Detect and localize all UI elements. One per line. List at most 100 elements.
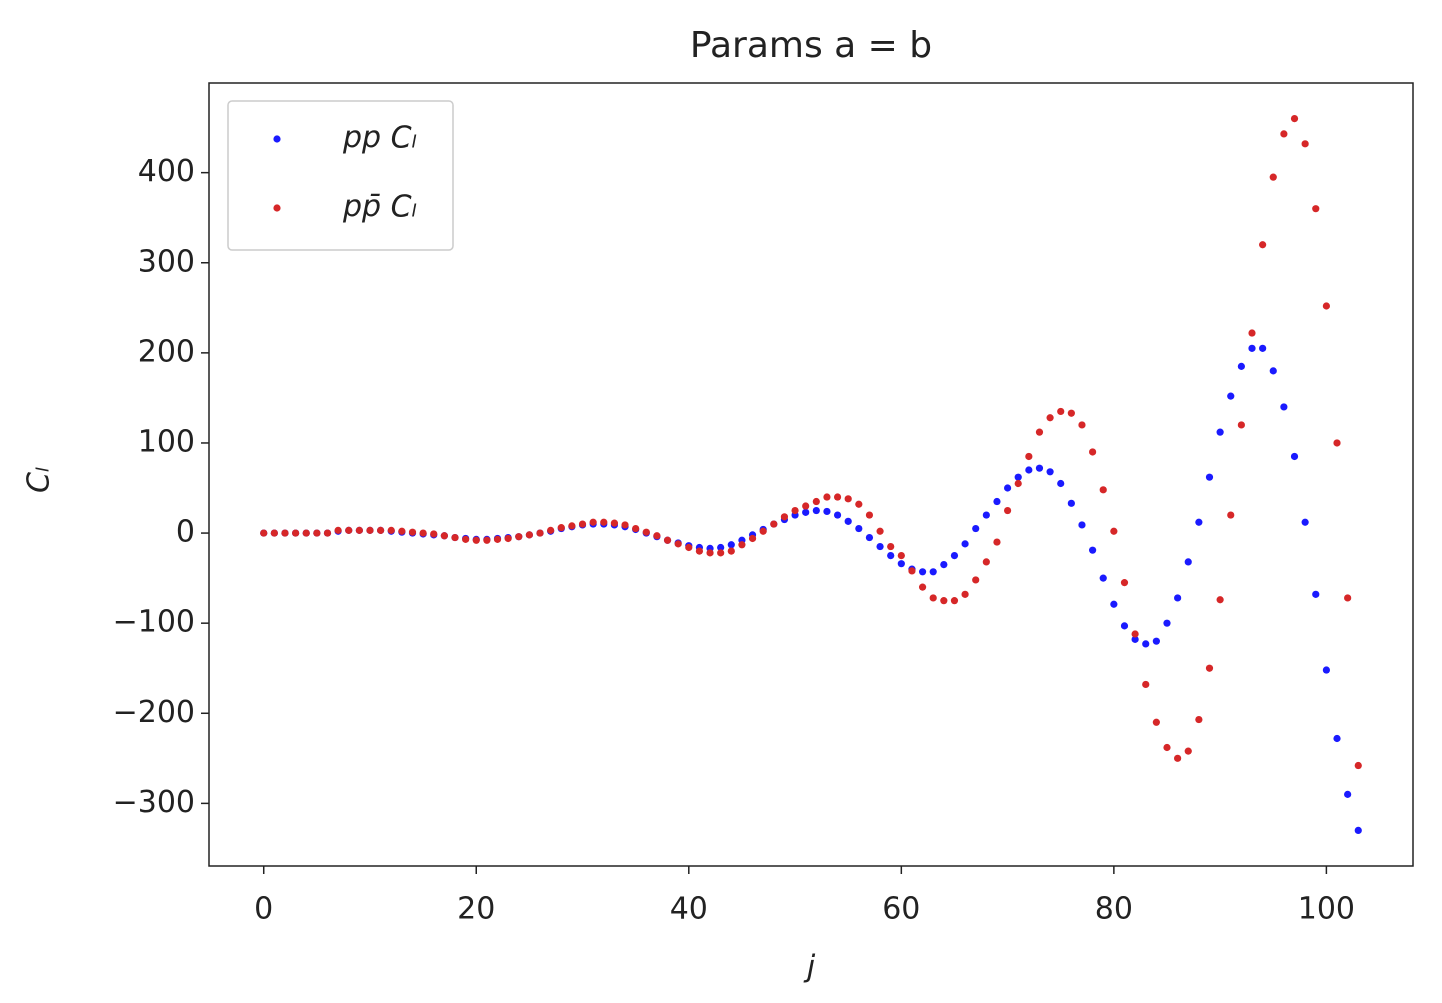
point	[1014, 473, 1022, 481]
point	[674, 540, 682, 548]
point	[1333, 734, 1341, 743]
point	[1237, 421, 1245, 429]
point	[844, 517, 852, 525]
point	[727, 541, 735, 549]
point	[1067, 499, 1075, 507]
point	[1280, 403, 1288, 411]
point	[1078, 421, 1086, 429]
point	[462, 535, 470, 543]
point	[515, 533, 523, 541]
point	[1269, 367, 1277, 375]
point	[398, 527, 406, 535]
point	[334, 526, 342, 534]
point	[1301, 518, 1309, 526]
point	[1120, 579, 1129, 587]
point	[355, 526, 363, 534]
point	[1003, 484, 1012, 492]
point	[557, 524, 565, 532]
point	[1227, 392, 1235, 400]
point	[1099, 486, 1107, 494]
point	[483, 536, 491, 544]
legend-label: pp̄ Cₗ	[342, 190, 417, 225]
point	[419, 529, 427, 537]
point	[1163, 619, 1171, 627]
point	[323, 529, 332, 537]
point	[1089, 546, 1097, 554]
point	[993, 538, 1001, 546]
point	[1322, 302, 1330, 310]
point	[982, 558, 990, 566]
point	[1120, 622, 1129, 630]
point	[982, 511, 990, 519]
legend-box	[227, 100, 454, 251]
point	[791, 506, 799, 515]
point	[1290, 114, 1299, 123]
point	[1205, 664, 1214, 672]
point	[1142, 640, 1150, 648]
point	[961, 590, 969, 598]
y-tick-label: 300	[138, 244, 195, 279]
point	[578, 520, 587, 528]
point	[1216, 596, 1224, 604]
point	[1131, 630, 1139, 638]
point	[1312, 590, 1320, 598]
point	[1227, 511, 1235, 519]
x-axis-label: j	[803, 950, 816, 985]
point	[972, 576, 980, 584]
point	[642, 528, 650, 536]
point	[897, 551, 905, 560]
point	[918, 568, 927, 576]
point	[1216, 428, 1224, 436]
point	[706, 549, 714, 557]
point	[1354, 761, 1362, 770]
point	[940, 561, 948, 569]
point	[727, 547, 735, 555]
point	[865, 511, 874, 519]
point	[1078, 521, 1086, 529]
point	[823, 493, 831, 501]
point	[1089, 448, 1097, 456]
point	[1174, 594, 1182, 602]
point	[568, 522, 576, 530]
point	[972, 524, 980, 533]
point	[865, 533, 874, 542]
legend-marker	[273, 135, 281, 143]
point	[1174, 754, 1182, 762]
point	[1184, 558, 1192, 566]
y-tick-label: 200	[138, 334, 195, 369]
point	[1142, 680, 1150, 689]
point	[1205, 473, 1214, 481]
y-tick-label: −100	[113, 605, 195, 640]
point	[1184, 747, 1192, 755]
point	[770, 520, 778, 528]
point	[292, 529, 300, 537]
point	[1195, 518, 1203, 526]
point	[844, 495, 852, 503]
y-tick-label: 100	[138, 424, 195, 459]
x-tick-label: 40	[670, 892, 708, 927]
point	[929, 594, 937, 602]
point	[929, 568, 937, 576]
point	[377, 526, 385, 534]
point	[993, 497, 1001, 506]
point	[823, 507, 831, 516]
point	[1046, 468, 1054, 476]
point	[345, 526, 353, 534]
point	[812, 497, 820, 506]
point	[950, 551, 959, 560]
point	[887, 542, 895, 551]
point	[1259, 241, 1267, 249]
point	[408, 528, 417, 536]
point	[759, 527, 767, 535]
point	[812, 506, 820, 515]
point	[802, 508, 810, 516]
point	[833, 493, 842, 501]
point	[610, 519, 619, 527]
point	[536, 529, 544, 537]
point	[1333, 439, 1341, 447]
point	[1163, 743, 1171, 752]
point	[366, 526, 374, 534]
point	[1067, 409, 1075, 417]
point	[1248, 329, 1256, 337]
